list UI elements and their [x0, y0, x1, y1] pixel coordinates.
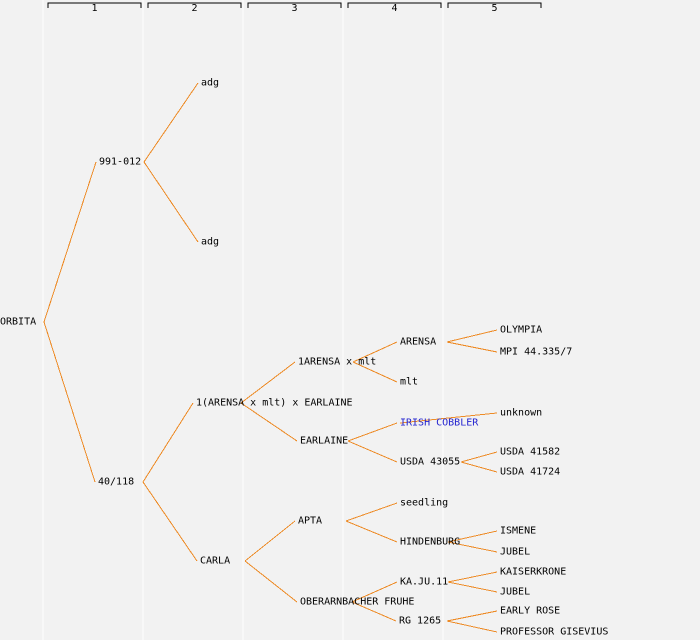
pedigree-edge [460, 451, 498, 463]
tree-node-professor[interactable]: PROFESSOR GISEVIUS [500, 626, 609, 638]
tree-node-usda43055[interactable]: USDA 43055 [400, 456, 461, 468]
pedigree-edge [446, 620, 498, 633]
pedigree-edge [460, 461, 498, 473]
tree-node-olympia[interactable]: OLYMPIA [500, 324, 543, 336]
generation-bracket-2 [147, 2, 242, 8]
tree-node-kaiserkrone[interactable]: KAISERKRONE [500, 566, 567, 578]
pedigree-edge [345, 502, 398, 522]
pedigree-edge [399, 412, 498, 424]
tree-node-unknown[interactable]: unknown [500, 407, 543, 419]
generation-bracket-5 [447, 2, 542, 8]
pedigree-edge [143, 161, 199, 243]
pedigree-edge [447, 541, 498, 553]
pedigree-edge [447, 581, 498, 593]
pedigree-edge [446, 610, 498, 622]
pedigree-edge [240, 402, 298, 442]
tree-node-cross2[interactable]: 1ARENSA x mlt [298, 356, 377, 368]
tree-node-adg2[interactable]: adg [201, 236, 220, 248]
tree-node-rg1265[interactable]: RG 1265 [399, 615, 442, 627]
tree-node-orbita[interactable]: ORBITA [0, 316, 37, 328]
pedigree-edge [244, 520, 296, 562]
generation-bracket-3 [247, 2, 342, 8]
tree-node-kaju[interactable]: KA.JU.11 [400, 576, 449, 588]
generation-column-label-4: 4 [391, 3, 398, 14]
tree-node-arensa[interactable]: ARENSA [400, 336, 437, 348]
generation-column-label-2: 2 [191, 3, 198, 14]
generation-column-label-1: 1 [91, 3, 98, 14]
tree-node-irish[interactable]: IRISH COBBLER [400, 417, 479, 429]
generation-bracket-4 [347, 2, 442, 8]
tree-node-n991[interactable]: 991-012 [99, 156, 142, 168]
pedigree-edge [447, 530, 498, 543]
generation-bracket-1 [47, 2, 142, 8]
generation-column-label-3: 3 [291, 3, 298, 14]
generation-column-label-5: 5 [491, 3, 498, 14]
tree-node-usda41582[interactable]: USDA 41582 [500, 446, 561, 458]
tree-node-hindenburg[interactable]: HINDENBURG [400, 536, 461, 548]
pedigree-edge [446, 329, 498, 343]
tree-node-adg1[interactable]: adg [201, 77, 220, 89]
tree-node-jubel2[interactable]: JUBEL [500, 586, 531, 598]
tree-node-earlyrose[interactable]: EARLY ROSE [500, 605, 561, 617]
pedigree-edge [352, 341, 398, 363]
tree-node-n40118[interactable]: 40/118 [98, 476, 135, 488]
tree-node-mlt[interactable]: mlt [400, 376, 419, 388]
tree-node-carla[interactable]: CARLA [200, 555, 231, 567]
pedigree-edge [43, 321, 96, 483]
pedigree-edge [347, 422, 398, 442]
tree-node-oberarnbacher[interactable]: OBERARNBACHER FRUHE [300, 596, 415, 608]
tree-node-seedling[interactable]: seedling [400, 497, 449, 509]
tree-node-jubel1[interactable]: JUBEL [500, 546, 531, 558]
tree-node-cross1[interactable]: 1(ARENSA x mlt) x EARLAINE [196, 397, 353, 409]
pedigree-edge [143, 82, 199, 163]
pedigree-edge [447, 571, 498, 583]
pedigree-edge [446, 341, 498, 353]
pedigree-edge [351, 601, 397, 622]
tree-node-apta[interactable]: APTA [298, 515, 323, 527]
tree-node-usda41724[interactable]: USDA 41724 [500, 466, 561, 478]
tree-node-ismene[interactable]: ISMENE [500, 525, 537, 537]
pedigree-edge [351, 581, 398, 603]
pedigree-edge [142, 481, 198, 562]
pedigree-edge [345, 520, 398, 543]
pedigree-edge [347, 440, 398, 463]
tree-node-earlaine[interactable]: EARLAINE [300, 435, 349, 447]
pedigree-edge [352, 361, 398, 383]
pedigree-edge [240, 361, 296, 404]
pedigree-edge [142, 402, 194, 483]
tree-node-mpi[interactable]: MPI 44.335/7 [500, 346, 573, 358]
pedigree-edge [43, 161, 97, 323]
pedigree-edge [244, 560, 298, 603]
